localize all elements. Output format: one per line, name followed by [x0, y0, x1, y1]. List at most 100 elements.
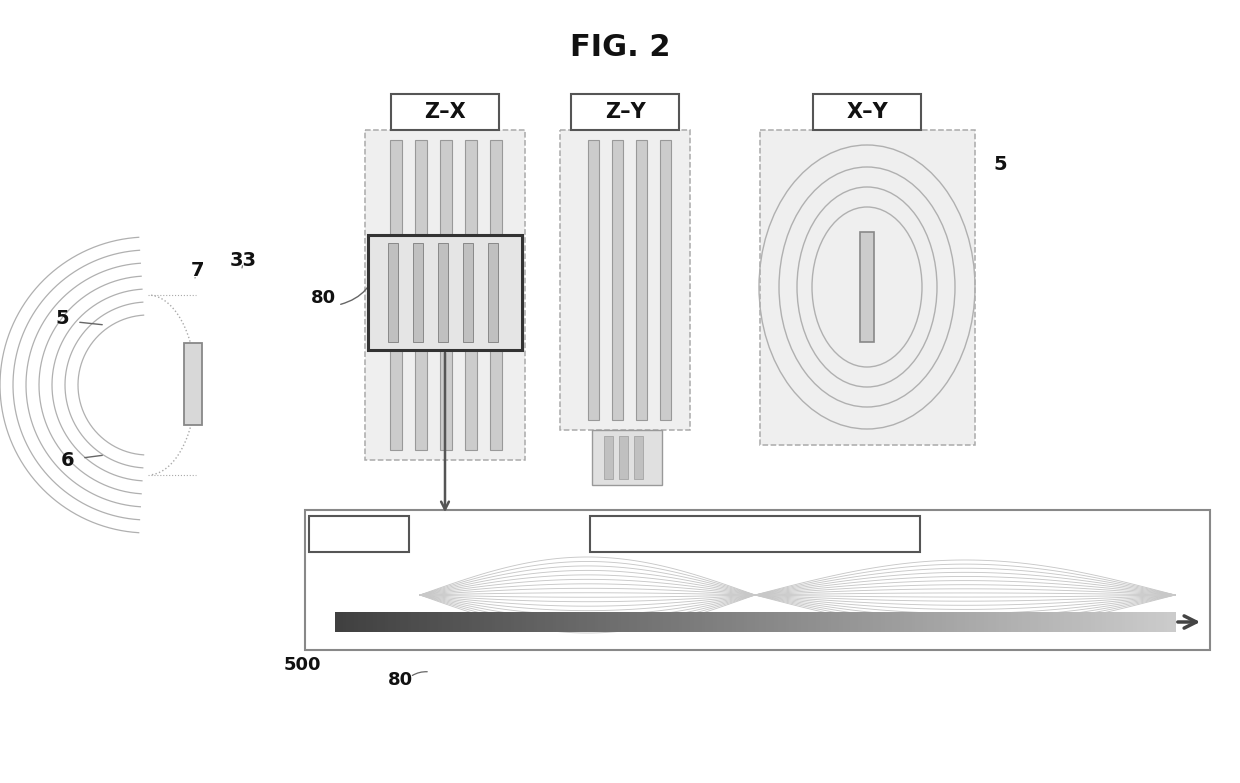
FancyBboxPatch shape: [388, 243, 398, 342]
FancyBboxPatch shape: [827, 612, 832, 632]
FancyBboxPatch shape: [408, 612, 412, 632]
FancyBboxPatch shape: [813, 94, 921, 130]
FancyBboxPatch shape: [1148, 612, 1153, 632]
FancyBboxPatch shape: [1137, 612, 1142, 632]
FancyBboxPatch shape: [999, 612, 1004, 632]
Text: 80: 80: [387, 671, 413, 689]
FancyBboxPatch shape: [728, 612, 733, 632]
FancyBboxPatch shape: [777, 612, 782, 632]
FancyBboxPatch shape: [463, 243, 472, 342]
FancyBboxPatch shape: [413, 243, 423, 342]
FancyBboxPatch shape: [305, 510, 1210, 650]
FancyBboxPatch shape: [603, 612, 606, 632]
FancyBboxPatch shape: [763, 612, 768, 632]
FancyBboxPatch shape: [1172, 612, 1176, 632]
FancyBboxPatch shape: [427, 612, 432, 632]
FancyBboxPatch shape: [495, 612, 500, 632]
FancyBboxPatch shape: [939, 612, 942, 632]
FancyBboxPatch shape: [588, 140, 599, 420]
FancyBboxPatch shape: [760, 130, 975, 445]
Text: 6: 6: [61, 450, 74, 470]
FancyBboxPatch shape: [816, 612, 821, 632]
FancyBboxPatch shape: [988, 612, 992, 632]
FancyBboxPatch shape: [487, 612, 492, 632]
FancyBboxPatch shape: [942, 612, 946, 632]
FancyBboxPatch shape: [935, 612, 939, 632]
FancyBboxPatch shape: [992, 612, 997, 632]
FancyBboxPatch shape: [342, 612, 347, 632]
FancyBboxPatch shape: [976, 612, 981, 632]
FancyBboxPatch shape: [590, 516, 920, 552]
FancyBboxPatch shape: [1130, 612, 1133, 632]
FancyBboxPatch shape: [515, 612, 520, 632]
FancyBboxPatch shape: [915, 612, 920, 632]
FancyBboxPatch shape: [392, 612, 397, 632]
FancyBboxPatch shape: [889, 612, 893, 632]
FancyBboxPatch shape: [614, 612, 619, 632]
FancyBboxPatch shape: [1018, 612, 1023, 632]
FancyBboxPatch shape: [1053, 612, 1058, 632]
FancyBboxPatch shape: [438, 612, 443, 632]
FancyBboxPatch shape: [391, 140, 402, 450]
FancyBboxPatch shape: [358, 612, 362, 632]
Text: Z–Y: Z–Y: [605, 102, 645, 122]
FancyBboxPatch shape: [748, 612, 751, 632]
FancyBboxPatch shape: [671, 612, 676, 632]
FancyBboxPatch shape: [401, 612, 404, 632]
Text: Trajectory: Trajectory: [703, 524, 807, 544]
FancyBboxPatch shape: [877, 612, 882, 632]
FancyBboxPatch shape: [480, 612, 485, 632]
FancyBboxPatch shape: [636, 612, 641, 632]
FancyBboxPatch shape: [546, 612, 549, 632]
FancyBboxPatch shape: [564, 612, 569, 632]
FancyBboxPatch shape: [957, 612, 962, 632]
Text: 33: 33: [229, 251, 257, 269]
FancyBboxPatch shape: [465, 140, 477, 450]
FancyBboxPatch shape: [450, 612, 454, 632]
FancyBboxPatch shape: [1076, 612, 1080, 632]
FancyBboxPatch shape: [1117, 612, 1122, 632]
FancyBboxPatch shape: [526, 612, 531, 632]
FancyBboxPatch shape: [610, 612, 615, 632]
FancyBboxPatch shape: [618, 612, 622, 632]
FancyBboxPatch shape: [904, 612, 909, 632]
FancyBboxPatch shape: [1045, 612, 1050, 632]
FancyBboxPatch shape: [774, 612, 779, 632]
FancyBboxPatch shape: [1084, 612, 1087, 632]
FancyBboxPatch shape: [931, 612, 935, 632]
FancyBboxPatch shape: [686, 612, 691, 632]
FancyBboxPatch shape: [919, 612, 924, 632]
FancyBboxPatch shape: [1049, 612, 1054, 632]
FancyBboxPatch shape: [362, 612, 366, 632]
Text: Z–X: Z–X: [424, 102, 466, 122]
FancyBboxPatch shape: [613, 140, 622, 420]
FancyBboxPatch shape: [645, 612, 649, 632]
FancyBboxPatch shape: [866, 612, 870, 632]
FancyBboxPatch shape: [854, 612, 859, 632]
FancyBboxPatch shape: [1042, 612, 1047, 632]
FancyBboxPatch shape: [751, 612, 756, 632]
FancyBboxPatch shape: [675, 612, 680, 632]
FancyBboxPatch shape: [636, 140, 647, 420]
FancyBboxPatch shape: [412, 612, 415, 632]
FancyBboxPatch shape: [812, 612, 817, 632]
FancyBboxPatch shape: [790, 612, 794, 632]
FancyBboxPatch shape: [1091, 612, 1096, 632]
FancyBboxPatch shape: [575, 612, 580, 632]
FancyBboxPatch shape: [823, 612, 828, 632]
FancyBboxPatch shape: [897, 612, 901, 632]
FancyBboxPatch shape: [720, 612, 725, 632]
FancyBboxPatch shape: [694, 612, 698, 632]
FancyBboxPatch shape: [377, 612, 382, 632]
FancyBboxPatch shape: [732, 612, 737, 632]
FancyBboxPatch shape: [568, 612, 573, 632]
FancyBboxPatch shape: [786, 612, 790, 632]
FancyBboxPatch shape: [755, 612, 760, 632]
FancyBboxPatch shape: [794, 612, 797, 632]
FancyBboxPatch shape: [590, 612, 595, 632]
FancyBboxPatch shape: [632, 612, 637, 632]
FancyBboxPatch shape: [1156, 612, 1161, 632]
Text: 500: 500: [283, 656, 321, 674]
FancyBboxPatch shape: [533, 612, 538, 632]
FancyBboxPatch shape: [1145, 612, 1149, 632]
